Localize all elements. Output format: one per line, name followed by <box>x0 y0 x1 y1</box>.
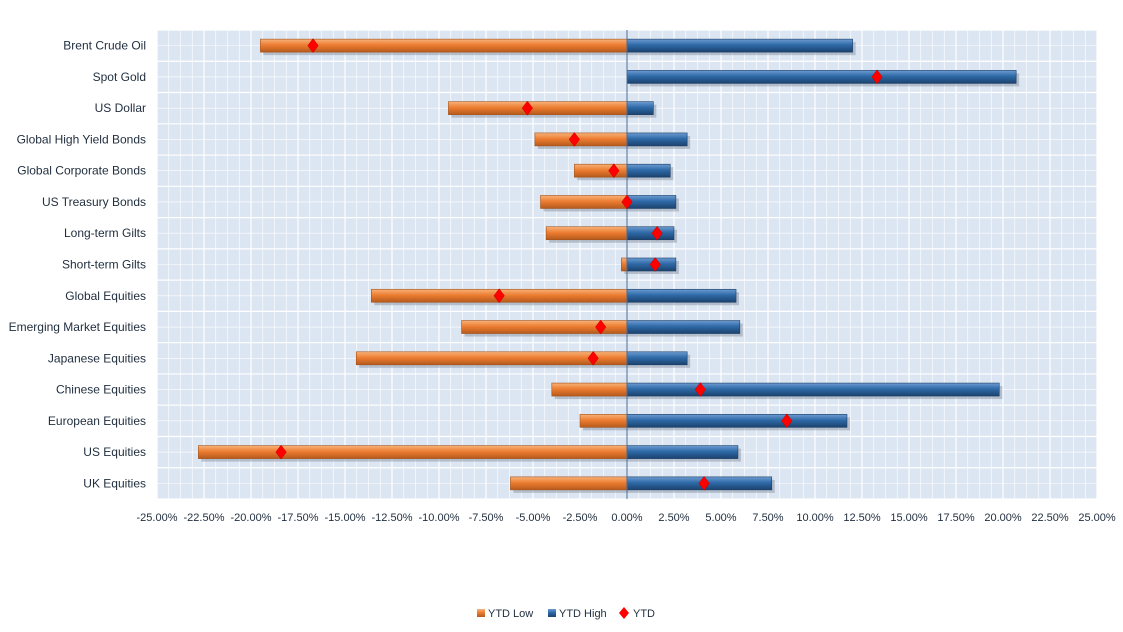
bar-ytd-high <box>626 382 1000 397</box>
x-tick-label: 22.50% <box>1031 512 1069 524</box>
ytd-marker <box>781 413 793 429</box>
x-tick-label: -25.00% <box>137 512 178 524</box>
x-tick-label: -17.50% <box>278 512 319 524</box>
category-label: Brent Crude Oil <box>63 39 146 53</box>
bar-ytd-low <box>510 476 628 491</box>
bar-ytd-high <box>626 101 654 115</box>
x-tick-label: -7.50% <box>469 512 504 524</box>
ytd-marker <box>521 100 533 116</box>
x-tick-label: 0.00% <box>611 512 642 524</box>
category-label: Long-term Gilts <box>64 226 146 240</box>
bar-ytd-high <box>626 351 688 366</box>
ytd-marker <box>651 225 663 241</box>
ytd-marker <box>568 132 580 147</box>
bar-ytd-low <box>355 351 628 366</box>
bar-ytd-low <box>545 226 628 241</box>
bar-ytd-low <box>551 382 628 397</box>
x-tick-label: 5.00% <box>705 512 736 524</box>
ytd-marker <box>694 382 706 397</box>
x-tick-label: 7.50% <box>752 512 783 524</box>
x-tick-label: -2.50% <box>563 512 598 524</box>
ytd-markers <box>275 38 883 491</box>
category-label: Spot Gold <box>93 70 146 84</box>
legend-swatch-ytd-high <box>548 609 556 617</box>
category-label: Global High Yield Bonds <box>17 132 146 146</box>
x-tick-label: 12.50% <box>843 512 881 524</box>
legend-label-ytd: YTD <box>633 608 655 620</box>
x-tick-label: 17.50% <box>937 512 975 524</box>
ytd-marker <box>608 163 620 179</box>
x-tick-label: -15.00% <box>325 512 366 524</box>
x-tick-label: -22.50% <box>184 512 225 524</box>
category-label: US Treasury Bonds <box>42 195 146 209</box>
ytd-marker <box>698 475 710 491</box>
bar-ytd-low <box>579 414 628 428</box>
bar-ytd-high <box>626 414 848 428</box>
bar-ytd-high <box>626 132 688 147</box>
bar-ytd-high <box>626 320 741 334</box>
legend: YTD Low YTD High YTD <box>477 607 655 620</box>
x-tick-label: 10.00% <box>796 512 834 524</box>
category-label: European Equities <box>48 414 146 428</box>
bar-ytd-high <box>626 195 677 209</box>
x-tick-label: 2.50% <box>658 512 689 524</box>
bar-ytd-low <box>540 195 628 209</box>
category-label: US Equities <box>83 445 146 459</box>
category-label: UK Equities <box>83 476 146 490</box>
category-label: Short-term Gilts <box>62 258 146 272</box>
grid-lines <box>156 29 1098 500</box>
x-tick-label: -10.00% <box>419 512 460 524</box>
bar-ytd-low <box>448 101 628 115</box>
ytd-marker <box>871 69 883 85</box>
ytd-marker <box>621 194 633 210</box>
category-label: US Dollar <box>95 101 146 115</box>
category-label: Global Equities <box>65 289 146 303</box>
bar-ytd-low <box>621 257 628 272</box>
bar-ytd-high <box>626 226 675 241</box>
ytd-marker <box>595 319 607 335</box>
category-label: Emerging Market Equities <box>9 320 146 334</box>
x-tick-labels: -25.00% -22.50% -20.00% -17.50% -15.00% -12.5… <box>137 512 1116 524</box>
bar-ytd-high <box>626 445 739 459</box>
ytd-marker <box>649 257 661 272</box>
category-label: Chinese Equities <box>56 383 146 397</box>
ytd-marker <box>307 38 319 54</box>
x-tick-label: 25.00% <box>1078 512 1116 524</box>
legend-swatch-ytd-low <box>477 609 485 617</box>
ytd-marker <box>493 288 505 304</box>
x-tick-label: 15.00% <box>890 512 928 524</box>
legend-swatch-ytd <box>619 607 629 619</box>
bar-ytd-high <box>626 70 1017 84</box>
bar-ytd-high <box>626 38 853 53</box>
ytd-marker <box>275 444 287 460</box>
bar-ytd-high <box>626 163 671 178</box>
ytd-marker <box>587 350 599 366</box>
category-label: Global Corporate Bonds <box>17 164 146 178</box>
legend-label-ytd-low: YTD Low <box>488 608 533 620</box>
x-tick-label: -20.00% <box>231 512 272 524</box>
x-tick-label: -5.00% <box>516 512 551 524</box>
bar-ytd-low <box>534 132 628 147</box>
category-labels: Brent Crude Oil Spot Gold US Dollar Global … <box>9 39 146 491</box>
bar-ytd-high <box>626 288 737 303</box>
category-label: Japanese Equities <box>48 351 146 365</box>
x-tick-label: 20.00% <box>984 512 1022 524</box>
legend-label-ytd-high: YTD High <box>559 608 607 620</box>
bar-ytd-low <box>198 445 628 459</box>
x-tick-label: -12.50% <box>372 512 413 524</box>
bars <box>198 38 1020 493</box>
